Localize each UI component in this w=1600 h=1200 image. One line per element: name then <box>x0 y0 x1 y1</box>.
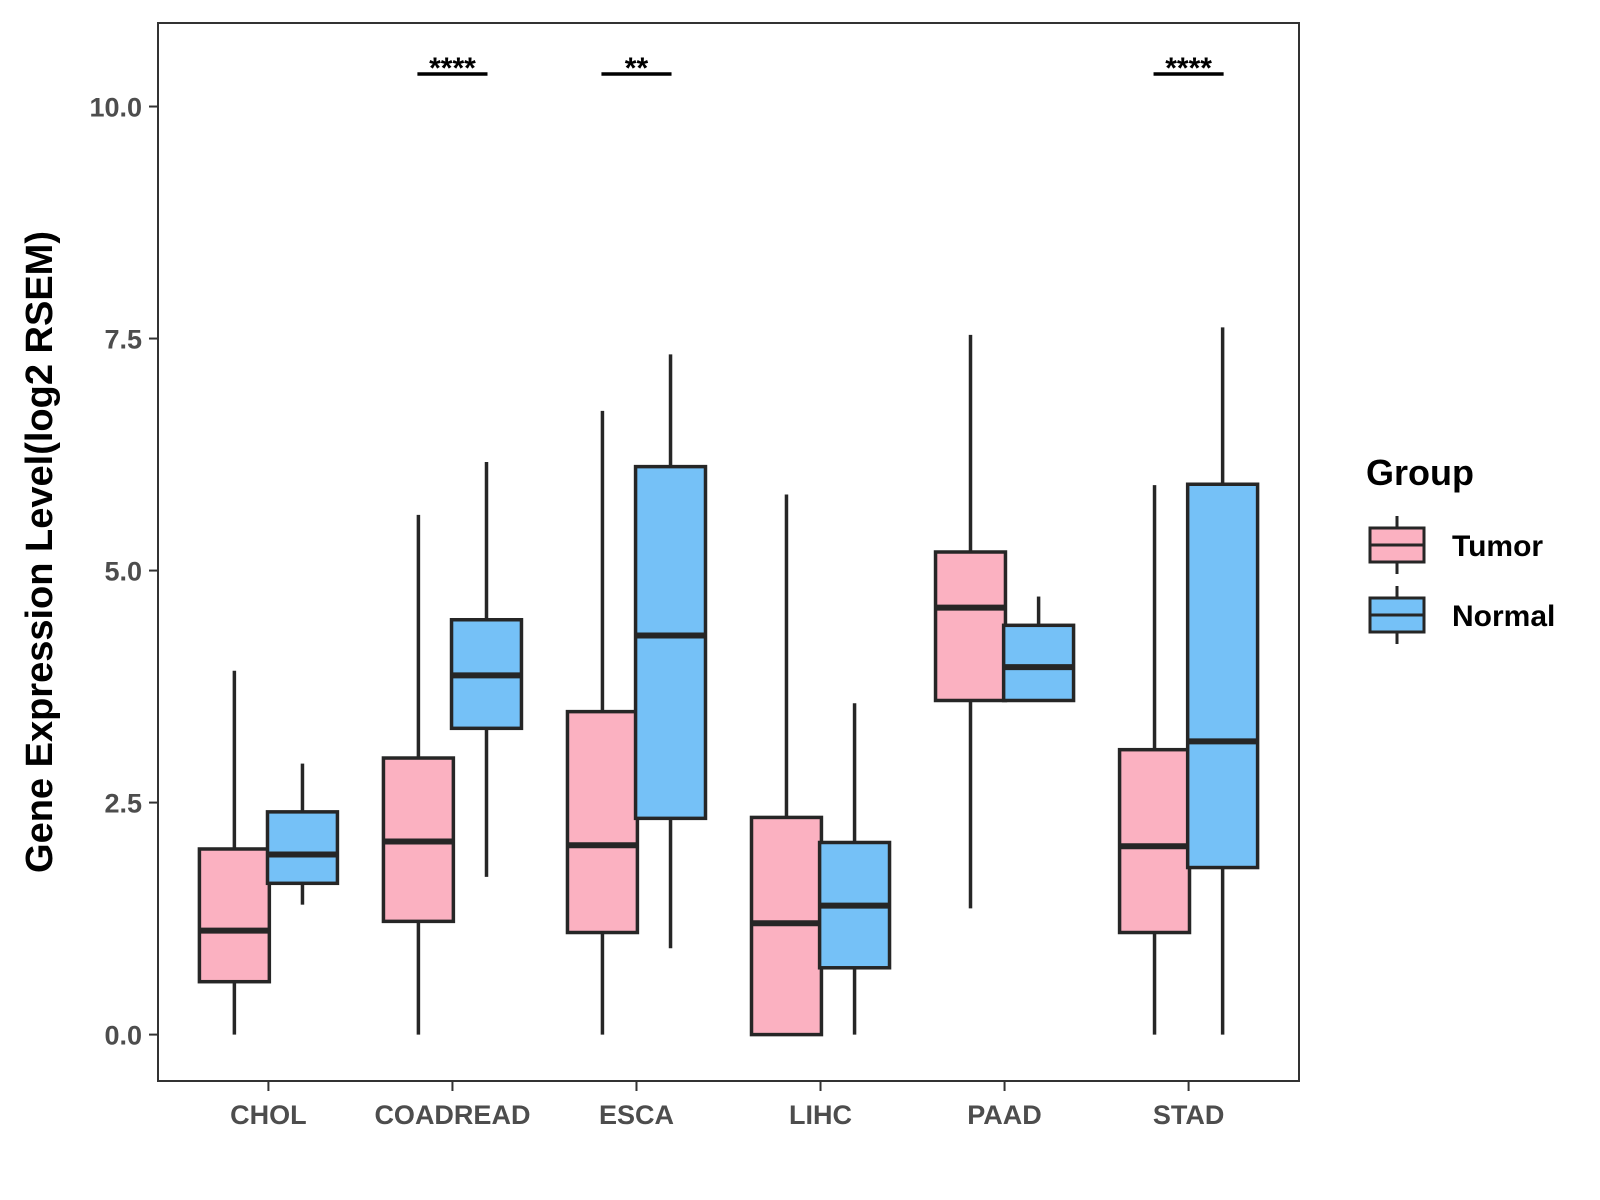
x-tick-label: PAAD <box>967 1100 1042 1130</box>
box-normal-lihc <box>817 703 892 1035</box>
significance-label: **** <box>1165 52 1212 85</box>
significance-label: ** <box>625 52 649 85</box>
box-normal-esca <box>633 354 708 949</box>
legend-title: Group <box>1366 452 1474 493</box>
box-tumor-paad <box>933 334 1008 909</box>
y-tick-label: 5.0 <box>104 557 142 587</box>
x-tick-label: CHOL <box>230 1100 307 1130</box>
x-tick-label: STAD <box>1153 1100 1225 1130</box>
legend-label: Tumor <box>1452 530 1543 563</box>
box-tumor-stad <box>1117 485 1192 1035</box>
box-body <box>1185 482 1260 870</box>
legend-label: Normal <box>1452 600 1555 633</box>
box-normal-stad <box>1185 327 1260 1035</box>
box-body <box>1001 623 1076 703</box>
box-tumor-coadread <box>381 514 456 1035</box>
box-tumor-esca <box>565 410 640 1035</box>
box-tumor-lihc <box>749 494 824 1037</box>
box-body <box>197 847 272 984</box>
x-tick-label: ESCA <box>599 1100 674 1130</box>
significance-label: **** <box>429 52 476 85</box>
plot-panel <box>157 22 1300 1082</box>
x-tick-label: COADREAD <box>374 1100 530 1130</box>
legend-item-tumor: Tumor <box>1368 516 1543 574</box>
legend-item-normal: Normal <box>1368 586 1555 644</box>
y-tick-label: 7.5 <box>104 325 142 355</box>
y-tick-label: 2.5 <box>104 789 142 819</box>
box-body <box>933 550 1008 703</box>
y-tick-label: 0.0 <box>104 1021 142 1051</box>
box-normal-chol <box>265 763 340 905</box>
box-body <box>265 810 340 886</box>
box-body <box>1117 747 1192 935</box>
x-tick-label: LIHC <box>789 1100 852 1130</box>
legend: Group Tumor Normal <box>1366 452 1555 644</box>
box-body <box>633 464 708 821</box>
box-tumor-chol <box>197 670 272 1035</box>
box-body <box>565 709 640 935</box>
y-axis-title: Gene Expression Level(log2 RSEM) <box>19 231 61 873</box>
box-normal-coadread <box>449 461 524 877</box>
box-normal-paad <box>1001 596 1076 703</box>
chart-marks: 0.0 2.5 5.0 7.5 10.0 CHOL COADREAD ESCA LIHC PAAD… <box>89 52 1260 1130</box>
y-tick-label: 10.0 <box>89 93 142 123</box>
